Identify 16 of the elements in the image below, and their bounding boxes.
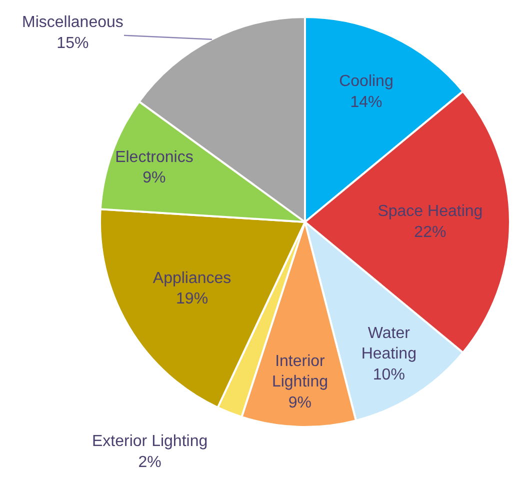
- data-label: 10%: [372, 366, 405, 384]
- data-label: 15%: [56, 34, 89, 52]
- data-label: 22%: [414, 224, 446, 241]
- slice-label: Water Heating: [361, 324, 416, 363]
- data-label: 9%: [288, 394, 312, 412]
- slice-label: Exterior Lighting: [92, 433, 208, 450]
- slice-label: Cooling: [339, 73, 394, 90]
- data-label: 14%: [350, 94, 382, 111]
- data-label: 9%: [142, 170, 166, 187]
- data-label: 2%: [138, 454, 162, 471]
- slice-label: Interior Lighting: [272, 352, 328, 391]
- slice-label: Miscellaneous: [22, 14, 124, 31]
- slice-label: Electronics: [115, 148, 194, 166]
- slice-label: Appliances: [152, 270, 232, 287]
- data-label: 19%: [176, 290, 208, 308]
- slice-label: Space Heating: [378, 203, 483, 220]
